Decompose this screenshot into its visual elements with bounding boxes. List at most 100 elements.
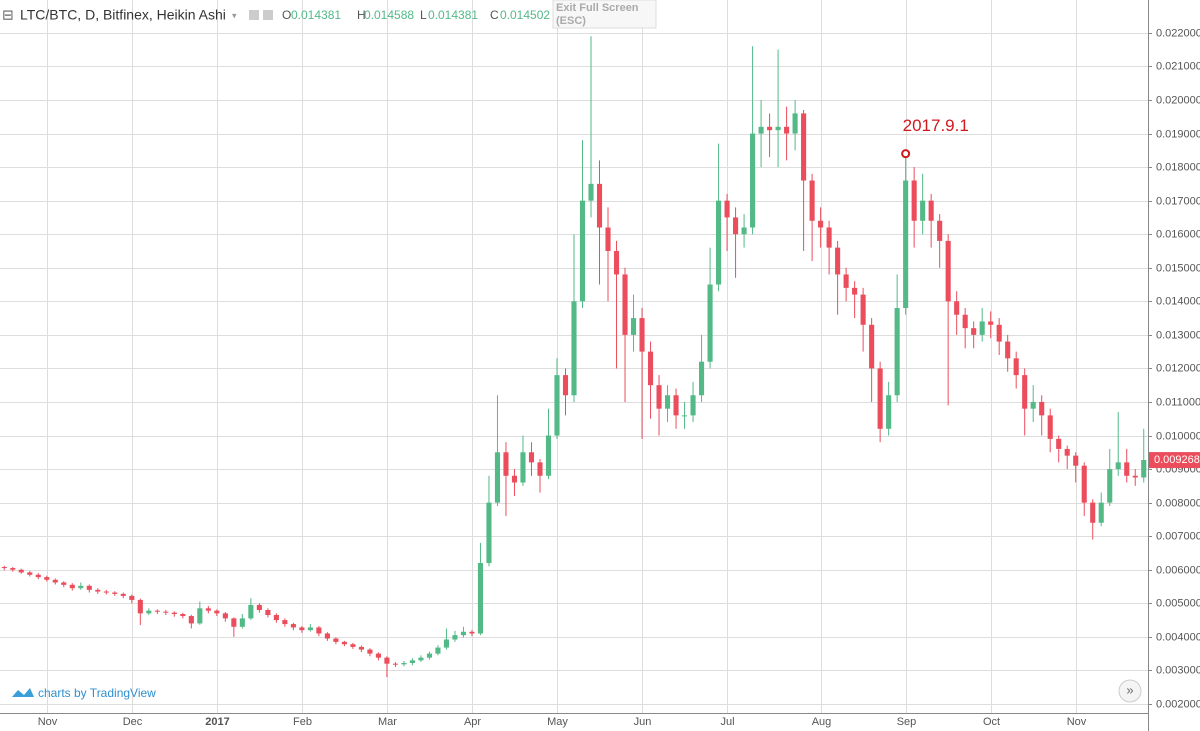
candle-body <box>426 653 432 658</box>
candle-body <box>945 240 951 302</box>
candle-body <box>979 321 985 335</box>
brand-link[interactable]: charts by TradingView <box>38 686 156 700</box>
y-tick-label: 0.011000 <box>1156 396 1200 408</box>
collapse-icon[interactable]: ⊟ <box>2 7 14 23</box>
y-tick-label: 0.014000 <box>1156 295 1200 307</box>
candle-body <box>120 593 126 596</box>
candle-body <box>316 627 322 634</box>
candle-body <box>920 200 926 221</box>
ohlc-value: 0.014381 <box>291 8 341 22</box>
candle-body <box>860 294 866 325</box>
y-tick-label: 0.008000 <box>1156 497 1200 509</box>
ohlc-label: L <box>420 8 427 22</box>
candle-body <box>1064 448 1070 456</box>
x-tick-label: Dec <box>123 716 143 728</box>
candles <box>1 36 1147 678</box>
hide-icon[interactable] <box>263 10 273 20</box>
candle-body <box>630 318 637 335</box>
scroll-button[interactable] <box>1118 679 1142 703</box>
candle-body <box>1013 358 1019 376</box>
candle-body <box>971 328 977 335</box>
candle-body <box>299 627 305 631</box>
x-tick-label: Aug <box>812 716 832 728</box>
candle-body <box>562 375 569 396</box>
candle-body <box>1056 438 1062 449</box>
candle-body <box>443 639 449 648</box>
candle-body <box>180 614 186 617</box>
candle-body <box>146 610 152 614</box>
y-tick-label: 0.010000 <box>1156 430 1200 442</box>
candle-body <box>647 351 654 386</box>
candle-body <box>1047 415 1053 439</box>
candle-body <box>716 200 722 285</box>
candle-body <box>511 475 518 483</box>
candle-body <box>928 200 934 221</box>
candle-body <box>707 284 713 362</box>
settings-icon[interactable] <box>249 10 259 20</box>
candle-body <box>307 627 313 631</box>
candle-body <box>954 301 960 315</box>
candle-body <box>452 635 458 640</box>
candle-body <box>460 631 467 636</box>
candle-body <box>877 368 883 429</box>
scroll-button-label[interactable]: » <box>1126 682 1133 697</box>
y-tick-label: 0.017000 <box>1156 195 1200 207</box>
candle-body <box>869 324 875 369</box>
candle-body <box>1141 460 1147 478</box>
candle-body <box>486 502 492 564</box>
candle-body <box>1022 375 1028 409</box>
candle-body <box>699 361 705 396</box>
candle-body <box>1132 475 1138 478</box>
x-tick-label: Jul <box>720 716 734 728</box>
dropdown-arrow[interactable]: ▾ <box>232 10 237 20</box>
candle-body <box>214 610 220 614</box>
candle-body <box>767 126 773 131</box>
candle-body <box>775 126 781 131</box>
candle-body <box>988 321 994 325</box>
tooltip-text: (ESC) <box>556 15 586 27</box>
candle-body <box>10 568 16 570</box>
x-tick-label: Sep <box>897 716 917 728</box>
y-tick-label: 0.016000 <box>1156 228 1200 240</box>
candle-body <box>605 227 611 251</box>
ohlc-value: 0.014381 <box>428 8 478 22</box>
candle-body <box>163 611 169 613</box>
candle-body <box>222 613 228 619</box>
last-price-badge <box>1149 452 1200 469</box>
candle-body <box>894 308 900 396</box>
candle-body <box>1107 469 1113 503</box>
candle-body <box>341 641 347 645</box>
x-tick-label: Nov <box>1067 716 1087 728</box>
candle-body <box>588 183 594 201</box>
brand-logo[interactable] <box>12 688 34 697</box>
candle-body <box>1115 462 1121 470</box>
candle-body <box>35 574 41 578</box>
x-tick-label: 2017 <box>205 716 229 728</box>
candle-body <box>656 385 662 409</box>
candle-body <box>801 113 807 181</box>
candle-body <box>86 585 92 590</box>
candle-body <box>1005 341 1011 359</box>
candle-body <box>886 395 892 429</box>
candle-body <box>350 644 356 647</box>
candle-body <box>18 569 24 573</box>
y-tick-label: 0.019000 <box>1156 128 1200 140</box>
candle-body <box>282 620 288 625</box>
axes: 0.002000 0.003000 0.004000 0.005000 0.006000… <box>38 27 1200 728</box>
candle-body <box>333 638 339 642</box>
candle-body <box>1 567 7 569</box>
candle-body <box>843 274 849 288</box>
candle-body <box>622 274 628 335</box>
y-tick-label: 0.012000 <box>1156 362 1200 374</box>
candle-body <box>826 227 832 248</box>
candle-body <box>409 660 415 664</box>
x-tick-label: Nov <box>38 716 58 728</box>
candle-body <box>554 375 560 436</box>
candle-body <box>197 608 203 624</box>
y-tick-label: 0.007000 <box>1156 530 1200 542</box>
tooltip-box <box>552 0 657 29</box>
x-tick-label: Mar <box>378 716 397 728</box>
candle-body <box>418 657 424 661</box>
candle-body <box>358 646 364 650</box>
